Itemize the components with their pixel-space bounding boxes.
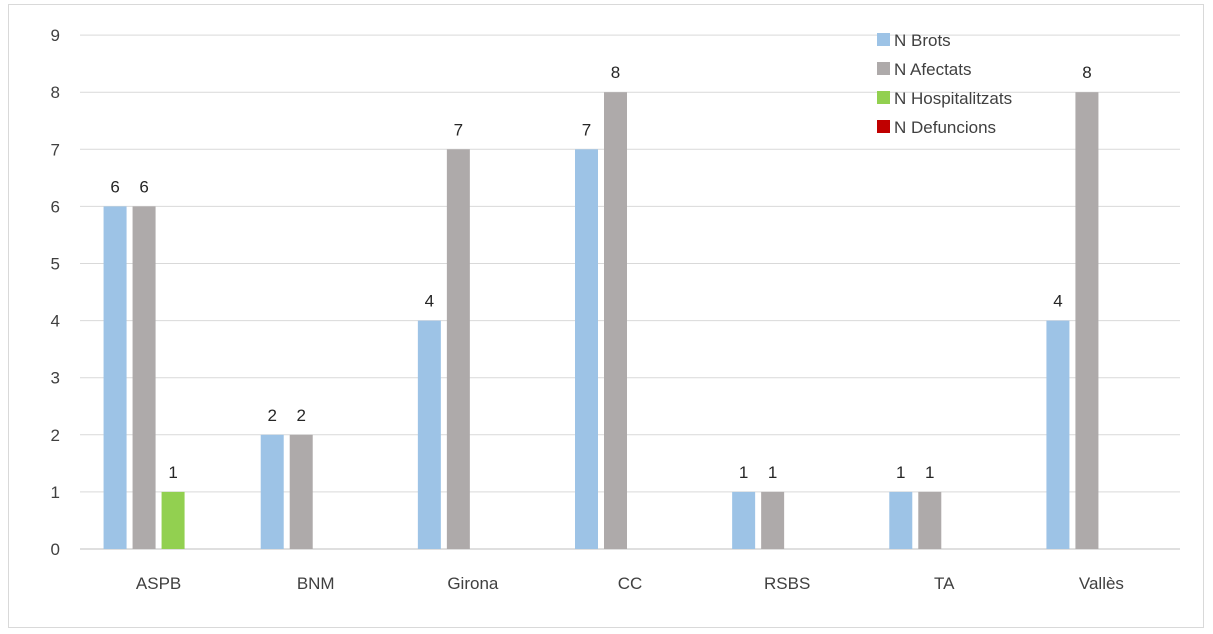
data-label: 1 [739,463,748,482]
y-tick-label: 2 [51,426,60,445]
x-tick-label: ASPB [136,574,181,593]
bar-n-brots [260,434,284,549]
bar-n-brots [889,491,913,549]
bar-n-brots [732,491,756,549]
data-label: 2 [267,406,276,425]
x-tick-label: BNM [297,574,335,593]
legend-label: N Hospitalitzats [894,89,1012,108]
bars [103,92,1099,550]
legend-swatch [877,91,890,104]
legend-item: N Hospitalitzats [877,89,1012,108]
data-label: 8 [1082,63,1091,82]
data-label: 1 [925,463,934,482]
data-label: 8 [611,63,620,82]
data-label: 1 [896,463,905,482]
data-label: 1 [168,463,177,482]
bar-n-afectats [132,206,156,549]
legend-label: N Afectats [894,60,971,79]
bar-n-brots [103,206,127,549]
legend-swatch [877,120,890,133]
data-label: 6 [110,177,119,196]
bar-n-afectats [1075,92,1099,549]
y-axis-ticks: 0 1 2 3 4 5 6 7 8 9 [51,26,60,559]
y-tick-label: 9 [51,26,60,45]
data-label: 1 [768,463,777,482]
data-label: 6 [139,177,148,196]
bar-n-afectats [604,92,627,549]
data-label: 7 [582,120,591,139]
bar-n-brots [417,320,441,549]
bar-n-brots [1046,320,1070,549]
legend-swatch [877,62,890,75]
y-tick-label: 4 [51,312,60,331]
chart-frame [8,4,1204,628]
gridlines [80,34,1180,550]
y-tick-label: 1 [51,483,60,502]
legend-label: N Brots [894,31,951,50]
y-tick-label: 3 [51,369,60,388]
x-tick-label: TA [934,574,955,593]
legend: N Brots N Afectats N Hospitalitzats N Defun… [877,31,1012,137]
y-tick-label: 5 [51,255,60,274]
bar-n-hospitalitzats [161,491,185,549]
x-tick-label: Vallès [1079,574,1124,593]
bar-n-afectats [289,434,313,549]
data-label: 4 [425,292,434,311]
bar-n-brots [575,149,598,550]
bar-n-afectats [446,149,470,550]
y-tick-label: 7 [51,140,60,159]
y-tick-label: 8 [51,83,60,102]
x-tick-label: CC [618,574,643,593]
legend-item: N Defuncions [877,118,996,137]
legend-swatch [877,33,890,46]
legend-label: N Defuncions [894,118,996,137]
x-tick-label: Girona [447,574,499,593]
x-tick-label: RSBS [764,574,810,593]
bar-n-afectats [918,491,942,549]
data-labels: 6 6 1 2 2 4 7 7 8 1 1 1 1 4 8 [110,63,1091,482]
bar-n-afectats [761,491,785,549]
y-tick-label: 6 [51,197,60,216]
data-label: 4 [1053,292,1062,311]
data-label: 7 [454,120,463,139]
data-label: 2 [296,406,305,425]
x-axis-ticks: ASPB BNM Girona CC RSBS TA Vallès [136,574,1124,593]
y-tick-label: 0 [51,540,60,559]
legend-item: N Afectats [877,60,971,79]
legend-item: N Brots [877,31,951,50]
